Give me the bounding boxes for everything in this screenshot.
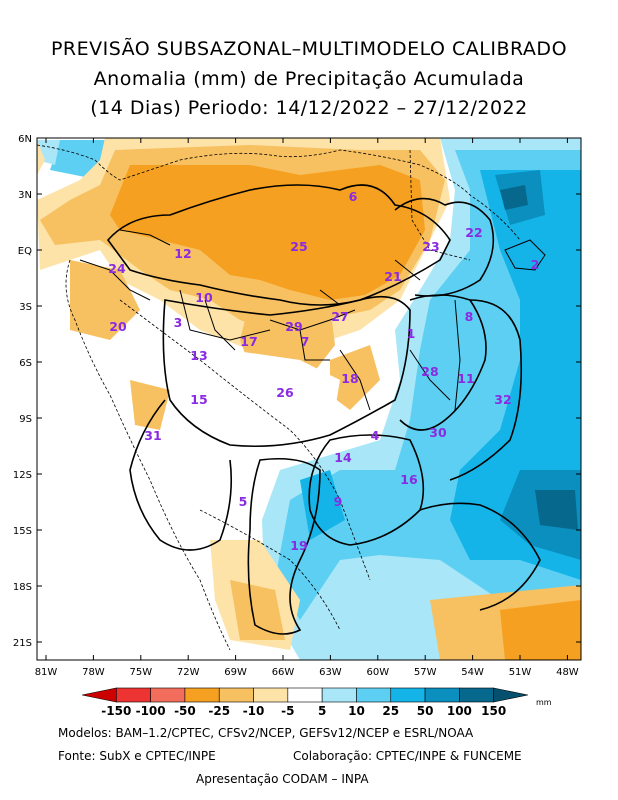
region-label-12: 12 <box>174 246 191 261</box>
colorbar-swatch <box>459 687 494 703</box>
colorbar-label: -5 <box>281 704 294 718</box>
footer-models: Modelos: BAM–1.2/CPTEC, CFSv2/NCEP, GEFS… <box>58 726 474 740</box>
region-label-28: 28 <box>421 364 438 379</box>
lat-tick-label: 15S <box>13 526 32 537</box>
colorbar-swatch <box>218 687 254 703</box>
region-label-30: 30 <box>429 425 447 440</box>
region-label-23: 23 <box>422 239 439 254</box>
lat-tick-label: 3S <box>19 302 32 313</box>
colorbar-label: 5 <box>318 704 326 718</box>
country-borders <box>36 144 521 651</box>
colorbar-label: -150 <box>101 704 131 718</box>
colorbar-label: -50 <box>174 704 196 718</box>
colorbar-label: -10 <box>243 704 265 718</box>
region-label-25: 25 <box>290 239 307 254</box>
lat-tick-label: 6S <box>19 358 32 369</box>
colorbar-swatch <box>184 687 220 703</box>
region-label-19: 19 <box>290 538 307 553</box>
colorbar-label: 10 <box>348 704 365 718</box>
region-label-29: 29 <box>285 319 302 334</box>
colorbar-label: -25 <box>208 704 230 718</box>
region-label-4: 4 <box>371 428 380 443</box>
colorbar-swatch <box>390 687 426 703</box>
latitude-ticks: 6N 3N EQ 3S 6S 9S 12S 15S 18S 21S <box>13 134 581 649</box>
lon-tick-label: 54W <box>461 667 484 678</box>
colorbar-swatch <box>356 687 392 703</box>
colorbar-swatch <box>321 687 357 703</box>
colorbar-unit: mm <box>536 698 552 707</box>
colorbar: -150 -100 -50 -25 -10 -5 5 10 25 50 100 150 mm <box>81 687 552 718</box>
region-label-9: 9 <box>334 494 343 509</box>
lon-tick-label: 57W <box>414 667 437 678</box>
region-label-24: 24 <box>108 261 126 276</box>
lat-tick-label: 9S <box>19 414 32 425</box>
lat-tick-label: 3N <box>18 190 32 201</box>
longitude-ticks: 81W 78W 75W 72W 69W 66W 63W 60W 57W 54W 51W 48W <box>35 138 579 678</box>
lon-tick-label: 75W <box>129 667 152 678</box>
footer-source: Fonte: SubX e CPTEC/INPE <box>58 749 216 763</box>
colorbar-swatch <box>116 687 151 703</box>
region-label-17: 17 <box>240 334 257 349</box>
lat-tick-label: 18S <box>13 582 32 593</box>
region-label-8: 8 <box>465 309 474 324</box>
title-line-3: (14 Dias) Periodo: 14/12/2022 – 27/12/20… <box>90 97 528 119</box>
basin-boundaries <box>106 184 541 635</box>
region-label-2: 2 <box>531 257 540 272</box>
footer-presentation: Apresentação CODAM – INPA <box>196 772 369 786</box>
colorbar-swatch <box>150 687 186 703</box>
colorbar-label: 25 <box>382 704 399 718</box>
region-label-32: 32 <box>494 392 511 407</box>
precipitation-anomaly-map: 6N 3N EQ 3S 6S 9S 12S 15S 18S 21S 81W 78W 75W 72W 69W… <box>13 134 582 718</box>
lon-tick-label: 60W <box>366 667 389 678</box>
region-label-21: 21 <box>384 269 401 284</box>
sub-basin-boundaries <box>79 229 546 411</box>
colorbar-label: -100 <box>136 704 166 718</box>
title-line-1: PREVISÃO SUBSAZONAL–MULTIMODELO CALIBRAD… <box>50 38 568 60</box>
region-labels: 1234567891011121314151617181920212223242… <box>108 189 539 553</box>
footer-collaboration: Colaboração: CPTEC/INPE & FUNCEME <box>293 749 522 763</box>
region-label-31: 31 <box>144 428 161 443</box>
title-line-2: Anomalia (mm) de Precipitação Acumulada <box>93 68 525 90</box>
region-label-7: 7 <box>301 334 310 349</box>
region-label-14: 14 <box>334 450 352 465</box>
colorbar-label: 50 <box>417 704 434 718</box>
lon-tick-label: 81W <box>35 667 58 678</box>
map-frame <box>36 137 582 661</box>
region-label-10: 10 <box>195 290 213 305</box>
region-label-3: 3 <box>174 315 183 330</box>
lon-tick-label: 63W <box>319 667 342 678</box>
colorbar-swatch <box>287 687 323 703</box>
region-label-5: 5 <box>239 494 248 509</box>
colorbar-swatch <box>81 687 117 703</box>
lat-tick-label: 12S <box>13 470 32 481</box>
lat-tick-label: 6N <box>18 134 32 145</box>
lon-tick-label: 69W <box>224 667 247 678</box>
region-label-16: 16 <box>400 472 418 487</box>
region-label-22: 22 <box>465 225 482 240</box>
lon-tick-label: 51W <box>509 667 532 678</box>
colorbar-label: 150 <box>481 704 506 718</box>
region-label-27: 27 <box>331 309 348 324</box>
colorbar-swatch <box>424 687 460 703</box>
lon-tick-label: 72W <box>177 667 200 678</box>
lat-tick-label: EQ <box>18 246 32 257</box>
region-label-15: 15 <box>190 392 207 407</box>
region-label-20: 20 <box>109 319 127 334</box>
region-label-13: 13 <box>190 348 207 363</box>
lon-tick-label: 78W <box>82 667 105 678</box>
colorbar-swatch <box>253 687 289 703</box>
colorbar-label: 100 <box>447 704 472 718</box>
lon-tick-label: 48W <box>556 667 579 678</box>
region-label-18: 18 <box>341 371 358 386</box>
region-label-11: 11 <box>457 371 474 386</box>
region-label-26: 26 <box>276 385 294 400</box>
lat-tick-label: 21S <box>13 638 32 649</box>
region-label-1: 1 <box>407 326 416 341</box>
region-label-6: 6 <box>349 189 358 204</box>
colorbar-swatch <box>493 687 529 703</box>
lon-tick-label: 66W <box>272 667 295 678</box>
